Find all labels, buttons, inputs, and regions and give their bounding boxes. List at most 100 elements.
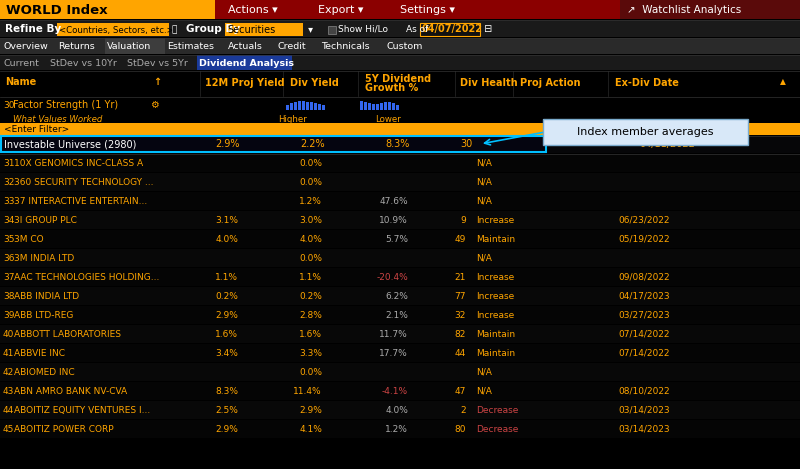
Bar	[302, 101, 305, 110]
Bar	[396, 105, 399, 110]
Text: 06/23/2022: 06/23/2022	[618, 215, 670, 225]
Text: Technicals: Technicals	[321, 41, 370, 51]
Text: Current: Current	[3, 59, 39, 68]
Text: 47: 47	[454, 386, 466, 395]
Text: Increase: Increase	[476, 272, 514, 281]
Text: 39: 39	[3, 310, 14, 319]
Text: Maintain: Maintain	[476, 330, 515, 339]
Text: Ex-Div Date: Ex-Div Date	[615, 78, 679, 88]
Text: 3.3%: 3.3%	[299, 348, 322, 357]
Text: 32: 32	[454, 310, 466, 319]
Bar	[0, 287, 800, 305]
Bar	[0, 0, 215, 19]
Text: ↑: ↑	[153, 77, 161, 87]
Text: 03/14/2023: 03/14/2023	[618, 406, 670, 415]
Bar	[0, 363, 800, 381]
Text: Increase: Increase	[476, 310, 514, 319]
Bar	[322, 105, 325, 110]
Text: 47.6%: 47.6%	[379, 197, 408, 205]
Text: Actions ▾: Actions ▾	[228, 5, 278, 15]
Bar	[0, 154, 800, 172]
Bar	[0, 325, 800, 343]
Text: 2.1%: 2.1%	[385, 310, 408, 319]
Text: <Enter Filter>: <Enter Filter>	[4, 124, 70, 134]
Text: Returns: Returns	[58, 41, 94, 51]
Bar	[0, 173, 800, 191]
Text: 3.0%: 3.0%	[299, 215, 322, 225]
Bar	[1, 136, 546, 152]
Text: 09/08/2022: 09/08/2022	[618, 272, 670, 281]
Text: 1.2%: 1.2%	[385, 424, 408, 433]
Text: Investable Universe (2980): Investable Universe (2980)	[4, 139, 136, 149]
Text: 2.8%: 2.8%	[299, 310, 322, 319]
Text: Securities: Securities	[227, 25, 275, 35]
Text: Maintain: Maintain	[476, 348, 515, 357]
Bar	[372, 104, 375, 110]
Text: Actuals: Actuals	[228, 41, 262, 51]
Text: 03/14/2023: 03/14/2023	[618, 424, 670, 433]
Text: 03/27/2023: 03/27/2023	[618, 310, 670, 319]
Text: Custom: Custom	[386, 41, 423, 51]
Text: 2.9%: 2.9%	[215, 424, 238, 433]
Text: ABBOTT LABORATORIES: ABBOTT LABORATORIES	[14, 330, 121, 339]
Text: 21: 21	[454, 272, 466, 281]
Text: 1.1%: 1.1%	[215, 272, 238, 281]
Text: 3I GROUP PLC: 3I GROUP PLC	[14, 215, 77, 225]
Text: ABN AMRO BANK NV-CVA: ABN AMRO BANK NV-CVA	[14, 386, 127, 395]
Bar	[286, 105, 289, 110]
Bar	[620, 0, 800, 19]
Text: 42: 42	[3, 368, 14, 377]
Text: 1.1%: 1.1%	[299, 272, 322, 281]
Text: 80: 80	[454, 424, 466, 433]
Text: 11.4%: 11.4%	[294, 386, 322, 395]
Text: 9: 9	[460, 215, 466, 225]
Text: 33: 33	[3, 197, 14, 205]
Text: 3.4%: 3.4%	[215, 348, 238, 357]
Text: Refine By: Refine By	[5, 24, 62, 34]
Text: Maintain: Maintain	[476, 234, 515, 243]
Bar	[0, 420, 800, 438]
Bar	[314, 103, 317, 110]
Text: Estimates: Estimates	[167, 41, 214, 51]
Text: 1.6%: 1.6%	[299, 330, 322, 339]
Bar	[0, 96, 800, 114]
Text: Proj Action: Proj Action	[520, 78, 581, 88]
Bar	[0, 20, 800, 37]
Text: Increase: Increase	[476, 215, 514, 225]
Bar	[294, 102, 297, 110]
Text: 0.2%: 0.2%	[299, 292, 322, 301]
Text: Decrease: Decrease	[476, 406, 518, 415]
Text: 2.2%: 2.2%	[300, 139, 325, 149]
Text: 0.0%: 0.0%	[299, 368, 322, 377]
Bar	[0, 136, 800, 153]
Bar	[0, 123, 800, 135]
Text: 8.3%: 8.3%	[215, 386, 238, 395]
Text: 12M Proj Yield: 12M Proj Yield	[205, 78, 285, 88]
Text: 36: 36	[3, 254, 14, 263]
Text: 2.5%: 2.5%	[215, 406, 238, 415]
Text: 37: 37	[3, 272, 14, 281]
Text: 3.1%: 3.1%	[215, 215, 238, 225]
Text: -4.1%: -4.1%	[382, 386, 408, 395]
Text: ABOITIZ POWER CORP: ABOITIZ POWER CORP	[14, 424, 114, 433]
Text: 1.6%: 1.6%	[215, 330, 238, 339]
Text: 37 INTERACTIVE ENTERTAIN...: 37 INTERACTIVE ENTERTAIN...	[14, 197, 147, 205]
Text: 40: 40	[3, 330, 14, 339]
Text: 77: 77	[454, 292, 466, 301]
Text: 07/14/2022: 07/14/2022	[618, 330, 670, 339]
Text: 6.2%: 6.2%	[385, 292, 408, 301]
Text: Settings ▾: Settings ▾	[400, 5, 455, 15]
Bar	[380, 103, 383, 110]
Text: 38: 38	[3, 292, 14, 301]
Bar	[388, 102, 391, 110]
Text: Decrease: Decrease	[476, 424, 518, 433]
Text: ABOITIZ EQUITY VENTURES I...: ABOITIZ EQUITY VENTURES I...	[14, 406, 150, 415]
Bar	[328, 26, 336, 34]
Text: N/A: N/A	[476, 368, 492, 377]
Text: 2.9%: 2.9%	[215, 139, 240, 149]
Bar	[105, 38, 166, 54]
Text: 34: 34	[3, 215, 14, 225]
Text: 45: 45	[3, 424, 14, 433]
Bar	[318, 104, 321, 110]
Text: ABB LTD-REG: ABB LTD-REG	[14, 310, 74, 319]
